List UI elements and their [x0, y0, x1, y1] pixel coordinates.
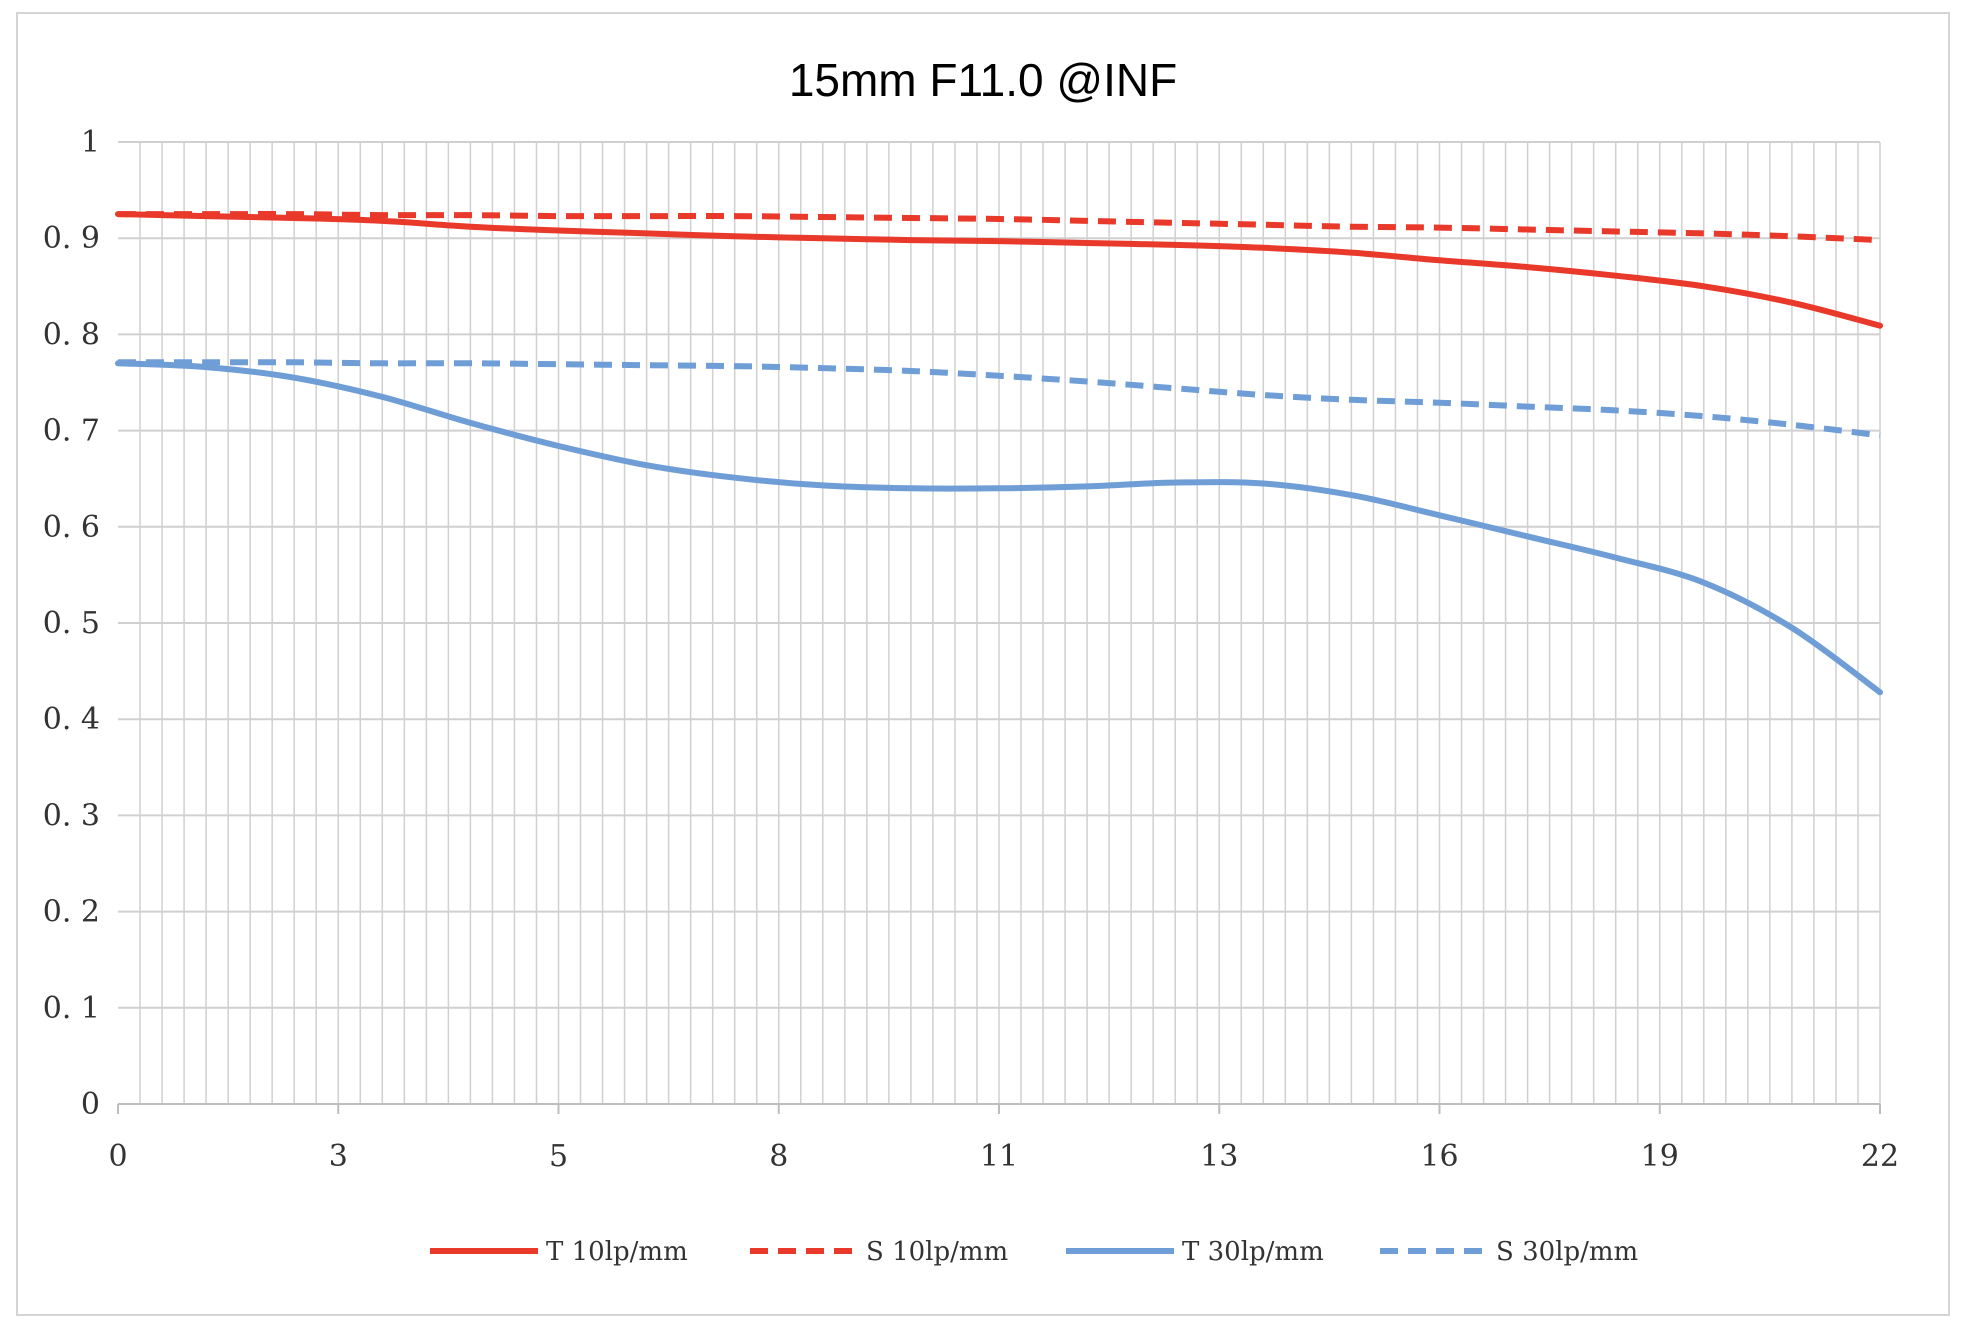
legend-label: T 10lp/mm	[546, 1237, 688, 1267]
legend-item: S 10lp/mm	[750, 1237, 1008, 1267]
legend-label: S 10lp/mm	[866, 1237, 1008, 1267]
y-tick-label: 0. 9	[43, 221, 100, 256]
grid	[118, 141, 1881, 1104]
mtf-chart: 15mm F11.0 @INF 0 0. 1 0. 2 0. 3 0. 4 0. 5 0. …	[43, 54, 1899, 1267]
x-tick-label: 22	[1861, 1139, 1899, 1174]
y-tick-label: 0. 4	[43, 702, 100, 737]
legend-label: T 30lp/mm	[1182, 1237, 1324, 1267]
series-line-s-30lp-mm	[118, 359, 1881, 439]
x-tick-label: 13	[1200, 1139, 1238, 1174]
y-tick-label: 0. 8	[43, 317, 100, 352]
y-tick-label: 0. 7	[43, 414, 100, 449]
x-tick-label: 19	[1641, 1139, 1679, 1174]
y-tick-label: 0. 2	[43, 895, 100, 930]
legend-label: S 30lp/mm	[1496, 1237, 1638, 1267]
axes: 0 0. 1 0. 2 0. 3 0. 4 0. 5 0. 6 0. 7 0. 8 0. 9 1 0 3…	[43, 125, 1899, 1174]
chart-frame: 15mm F11.0 @INF 0 0. 1 0. 2 0. 3 0. 4 0. 5 0. …	[16, 12, 1950, 1316]
chart-title: 15mm F11.0 @INF	[789, 54, 1177, 106]
series-line-t-30lp-mm	[115, 360, 1883, 696]
x-tick-label: 3	[329, 1139, 348, 1174]
y-tick-label: 0. 5	[43, 606, 100, 641]
x-tick-label: 11	[980, 1139, 1018, 1174]
y-tick-label: 0. 3	[43, 798, 100, 833]
legend-item: T 30lp/mm	[1066, 1237, 1324, 1267]
x-tick-label: 16	[1420, 1139, 1458, 1174]
y-tick-label: 0	[81, 1087, 100, 1122]
series-lines	[115, 211, 1883, 696]
y-tick-label: 0. 1	[43, 991, 100, 1026]
x-tick-label: 5	[549, 1139, 568, 1174]
y-tick-label: 1	[81, 125, 100, 160]
x-tick-label: 8	[769, 1139, 788, 1174]
legend-item: S 30lp/mm	[1380, 1237, 1638, 1267]
x-tick-label: 0	[108, 1139, 127, 1174]
y-tick-label: 0. 6	[43, 510, 100, 545]
series-line-t-10lp-mm	[115, 211, 1883, 329]
legend-item: T 10lp/mm	[430, 1237, 688, 1267]
series-line-s-10lp-mm	[118, 211, 1881, 244]
legend: T 10lp/mm S 10lp/mm T 30lp/mm S 30lp/mm	[430, 1237, 1638, 1267]
